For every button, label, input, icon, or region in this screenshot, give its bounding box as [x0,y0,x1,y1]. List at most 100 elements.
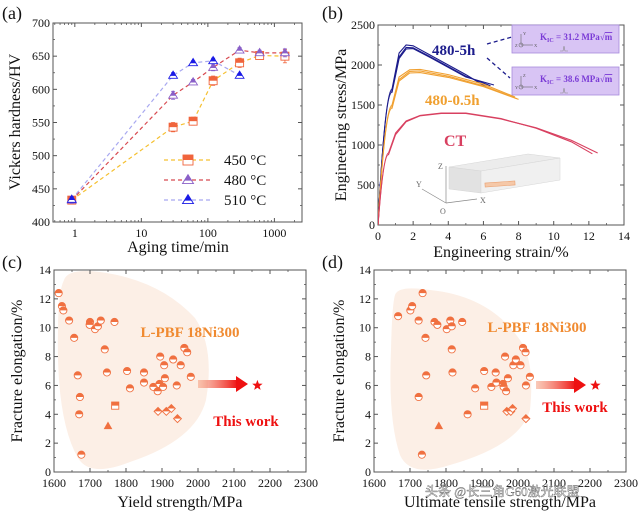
data-point-circle-fill [155,380,164,384]
this-work-star [590,379,601,390]
specimen-icon [560,87,568,94]
panel-a-ytick-label: 400 [32,215,50,229]
series-label-480-0-5h: 480-0.5h [425,93,480,109]
series-label-ct: CT [444,133,467,150]
kic-annotation-box-2: Z Y X KIC = 38.6 MPa√m [511,66,620,96]
marker-triangle-fill [256,48,263,54]
curve-480-0-5h-0 [378,68,516,225]
panel-c-ytick-label: 0 [45,465,51,479]
this-work-star-shape [252,379,263,390]
data-point-circle-fill [448,368,457,373]
panel-d-ytick-label: 6 [365,378,371,392]
data-point-circle-fill [149,383,157,387]
data-point-circle-fill [512,355,520,360]
panel-d-ytick-label: 0 [365,465,371,479]
panel-d-xtick-label: 2000 [506,476,530,490]
kic-value-1: KIC = 31.2 MPa√m [540,32,613,44]
panel-c-points [54,289,195,459]
marker-square-fill [209,76,218,81]
marker-square-fill [189,117,198,122]
panel-label-a: (a) [2,3,22,24]
panel-d-ytick-label: 4 [365,407,371,421]
panel-b-xtick-label: 6 [480,229,486,243]
panel-c-region-label: L-PBF 18Ni300 [140,325,239,341]
legend-label: 480 °C [224,173,266,189]
panel-b-ytick-label: 2000 [351,58,375,72]
panel-label-b: (b) [322,3,343,24]
data-point-circle-fill [187,373,195,377]
data-point-circle-fill [160,361,168,366]
data-point-circle-fill [458,318,466,322]
panel-b-xlabel: Engineering strain/% [433,244,569,261]
data-point-circle-fill [70,334,78,338]
annotation-connector-1 [486,36,513,45]
curve-ct-1 [378,112,598,225]
panel-c-ytick-label: 2 [45,436,51,450]
data-point-circle-fill [101,345,109,350]
panel-d-xtick-label: 2300 [614,476,638,490]
panel-d-ytick-label: 10 [359,321,371,335]
data-point-circle-fill [65,316,73,321]
data-point-circle-fill [173,381,181,386]
panel-b-xtick-label: 0 [375,229,381,243]
legend-label: 510 °C [224,193,266,209]
data-point-circle-fill [394,312,402,317]
data-point-circle-fill [415,393,423,397]
marker-square-fill [169,123,178,128]
panel-a-xlabel: Aging time/min [127,239,229,256]
panel-c-ytick-label: 8 [45,350,51,364]
series-label-480-5h: 480-5h [432,43,476,59]
panel-d-uts-scatter: 0 2 4 6 8 10 12 14 1600 1700 1800 1900 2000 2100 2200 2… [331,263,638,511]
data-point-circle-fill [501,352,509,357]
panel-a-ytick-label: 700 [32,16,50,30]
data-point-square-fill [111,402,119,406]
panel-c-xlabel: Yield strength/MPa [118,494,243,511]
data-point-circle-fill [58,302,66,307]
panel-b-stress-strain-chart: 0 500 1000 1500 2000 2500 0 2 4 6 8 10 12 14 480-5h 4… [333,18,630,261]
panel-d-this-work: This work [542,400,608,416]
data-point-circle-fill [448,322,456,327]
panel-b-curves [378,44,598,225]
panel-c-xtick-label: 2200 [258,476,282,490]
data-point-circle-fill [446,316,454,321]
panel-d-xtick-label: 1600 [362,476,386,490]
panel-b-xtick-label: 4 [445,229,451,243]
data-point-circle-fill [448,345,456,350]
data-point-diamond-fill [173,414,182,419]
marker-triangle-fill [184,174,192,181]
panel-a-ytick-label: 500 [32,149,50,163]
this-work-star-shape [590,379,601,390]
curve-480-5h-2 [378,48,495,225]
panel-a-ytick-label: 650 [32,49,50,63]
panel-c-xtick-label: 2300 [294,476,318,490]
data-point-circle-fill [159,383,167,387]
data-point-circle-fill [110,318,119,322]
panel-c-region [57,271,209,470]
data-point-circle-fill [59,306,67,311]
data-point-circle-fill [161,374,169,379]
panel-d-ytick-label: 14 [359,263,371,277]
data-point-triangle [103,421,113,430]
panel-c-ticks: 0 2 4 6 8 10 12 14 1600 1700 1800 1900 2000 2100 2200 2… [39,263,318,490]
data-point-diamond-fill [167,404,176,409]
panel-c-ytick-label: 6 [45,378,51,392]
data-point-circle-fill [418,451,426,455]
data-point-square-fill [480,402,488,406]
panel-a-ylabel: Vickers hardness/HV [7,53,24,190]
marker-triangle-fill [210,63,217,68]
panel-d-xtick-label: 1700 [398,476,422,490]
panel-c-ytick-label: 10 [39,321,51,335]
marker-square-fill [235,58,244,63]
panel-d-ytick-label: 12 [359,292,371,306]
panel-label-c: (c) [2,252,22,273]
data-point-circle-fill [103,368,111,373]
panel-a-xtick-label: 10 [135,226,147,240]
panel-a-legend: 450 °C 480 °C 510 °C [164,153,266,209]
marker-square-fill [183,155,193,160]
marker-triangle-fill [236,45,243,51]
panel-d-region [390,288,532,470]
panel-c-xtick-label: 1900 [150,476,174,490]
data-point-circle-fill [516,361,525,366]
data-point-circle-fill [169,355,177,360]
data-point-circle-fill [464,410,472,415]
